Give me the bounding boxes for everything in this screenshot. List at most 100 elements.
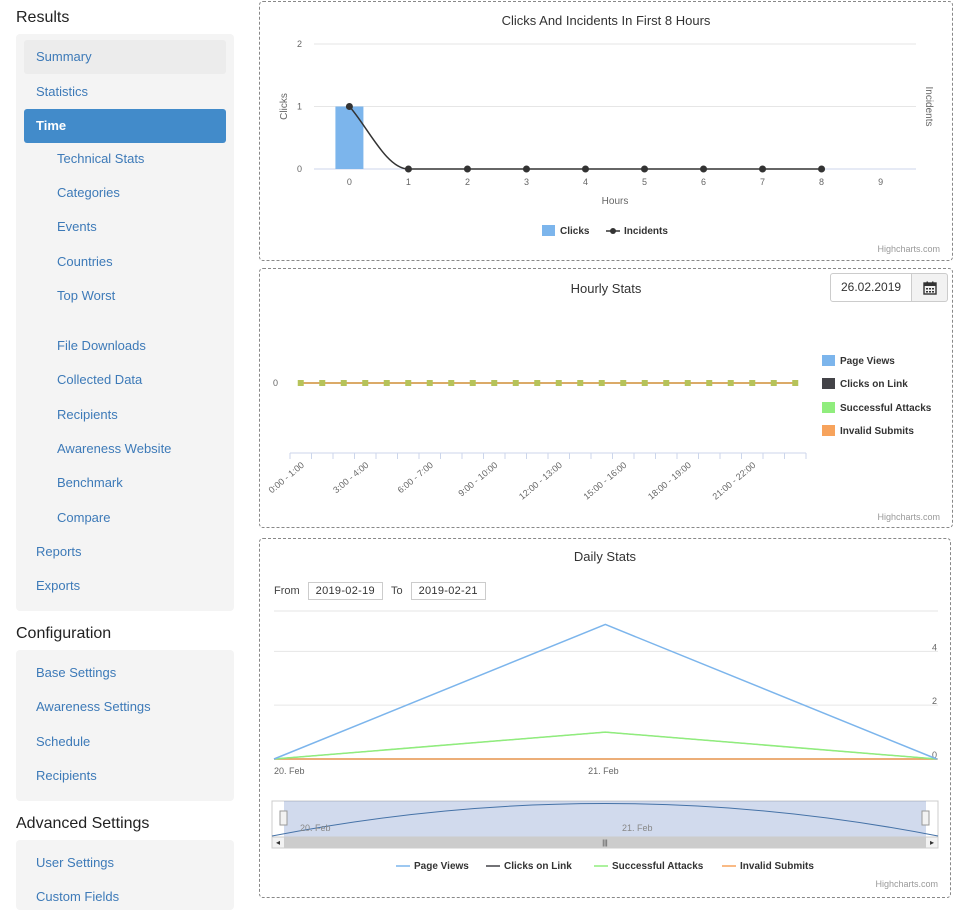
sidebar-item-top-worst[interactable]: Top Worst bbox=[57, 288, 116, 303]
x-tick-label: 21. Feb bbox=[588, 766, 619, 776]
advanced-menu: User Settings Custom Fields bbox=[16, 840, 234, 910]
navigator-frame bbox=[271, 800, 939, 838]
navigator-selection bbox=[284, 801, 926, 837]
series-line bbox=[273, 623, 937, 760]
data-point bbox=[469, 380, 476, 386]
sidebar-item-file-downloads[interactable]: File Downloads bbox=[57, 338, 146, 353]
sidebar-item-compare[interactable]: Compare bbox=[57, 510, 111, 525]
highcharts-credits[interactable]: Highcharts.com bbox=[877, 244, 940, 254]
sidebar-item-awareness-website[interactable]: Awareness Website bbox=[57, 441, 172, 456]
data-point bbox=[362, 380, 369, 386]
date-input[interactable]: 26.02.2019 bbox=[830, 273, 912, 302]
navigator: 20. Feb 21. Feb ||| ◂ ▸ bbox=[271, 800, 939, 849]
from-date-input[interactable]: 2019-02-19 bbox=[307, 582, 383, 600]
sidebar-item-categories[interactable]: Categories bbox=[57, 185, 120, 200]
x-tick-label: 5 bbox=[642, 177, 647, 187]
x-tick-label: 6 bbox=[701, 177, 706, 187]
navigator-scrollbar-thumb bbox=[284, 837, 926, 848]
legend-label: Invalid Submits bbox=[840, 426, 914, 437]
sidebar-item-awareness-settings[interactable]: Awareness Settings bbox=[36, 699, 151, 715]
sidebar-item-exports[interactable]: Exports bbox=[36, 578, 81, 593]
data-point bbox=[663, 380, 670, 386]
x-tick-label: 7 bbox=[760, 177, 765, 187]
chart-title: Daily Stats bbox=[573, 549, 637, 564]
legend-label: Invalid Submits bbox=[740, 861, 814, 872]
legend-label-incidents: Incidents bbox=[624, 226, 668, 237]
x-tick-label: 0 bbox=[347, 177, 352, 187]
scroll-right-arrow: ▸ bbox=[930, 838, 934, 847]
legend-label: Page Views bbox=[840, 356, 895, 367]
y-axis-label: Clicks bbox=[279, 93, 290, 120]
y-tick-label: 0 bbox=[932, 750, 937, 760]
sidebar-item-time[interactable]: Time bbox=[24, 109, 226, 143]
sidebar-item-benchmark[interactable]: Benchmark bbox=[57, 475, 123, 490]
navigator-handle-right bbox=[921, 810, 930, 826]
sidebar-item-recipients[interactable]: Recipients bbox=[57, 407, 118, 422]
scroll-left-arrow: ◂ bbox=[276, 838, 280, 847]
y-axis-right-label: Incidents bbox=[923, 86, 934, 126]
x-tick-label: 8 bbox=[819, 177, 824, 187]
highcharts-credits[interactable]: Highcharts.com bbox=[877, 512, 940, 522]
sidebar-item-base-settings[interactable]: Base Settings bbox=[36, 665, 117, 680]
sidebar-item-summary[interactable]: Summary bbox=[24, 40, 226, 74]
y-tick-label: 1 bbox=[297, 102, 302, 112]
calendar-button[interactable] bbox=[912, 273, 948, 302]
sidebar-item-custom-fields[interactable]: Custom Fields bbox=[36, 889, 120, 904]
incidents-line bbox=[348, 105, 822, 170]
highcharts-credits[interactable]: Highcharts.com bbox=[875, 879, 938, 889]
incident-point bbox=[522, 165, 530, 173]
chart-title: Clicks And Incidents In First 8 Hours bbox=[501, 13, 711, 28]
clicks-incidents-chart-panel: Clicks And Incidents In First 8 Hours 0 1… bbox=[259, 1, 953, 261]
date-picker: 26.02.2019 bbox=[830, 273, 948, 302]
daily-stats-chart: 0 2 4 20. Feb 21. Feb 20. Feb 21. Feb ||| ◂ ▸ Page… bbox=[271, 610, 939, 872]
legend-label: Page Views bbox=[414, 861, 469, 872]
x-tick-label: 12:00 - 13:00 bbox=[517, 460, 564, 502]
legend: Page Views Clicks on Link Successful Attac… bbox=[822, 355, 932, 437]
y-tick-label: 0 bbox=[273, 378, 278, 388]
data-point bbox=[340, 380, 347, 386]
incident-point bbox=[759, 165, 767, 173]
x-tick-label: 18:00 - 19:00 bbox=[646, 460, 693, 502]
x-tick-label: 21:00 - 22:00 bbox=[710, 460, 757, 502]
y-tick-label: 2 bbox=[297, 39, 302, 49]
incident-point bbox=[818, 165, 826, 173]
x-tick-label: 2 bbox=[465, 177, 470, 187]
x-axis-label: Hours bbox=[602, 196, 629, 207]
sidebar-item-recipients[interactable]: Recipients bbox=[36, 767, 97, 783]
y-tick-label: 2 bbox=[932, 696, 937, 706]
sidebar-item-technical-stats[interactable]: Technical Stats bbox=[57, 151, 145, 166]
sidebar-item-user-settings[interactable]: User Settings bbox=[36, 855, 115, 870]
data-point bbox=[319, 380, 326, 386]
navigator-label: 20. Feb bbox=[300, 823, 331, 833]
data-point bbox=[727, 380, 734, 386]
incident-point bbox=[463, 165, 471, 173]
data-point bbox=[297, 380, 304, 386]
x-tick-label: 4 bbox=[583, 177, 588, 187]
chart-title: Hourly Stats bbox=[570, 281, 642, 296]
legend-label-clicks: Clicks bbox=[560, 226, 590, 237]
sidebar-item-events[interactable]: Events bbox=[57, 219, 97, 234]
sidebar-item-statistics[interactable]: Statistics bbox=[36, 84, 89, 99]
legend: Page Views Clicks on Link Successful Attac… bbox=[396, 861, 814, 872]
results-section-title: Results bbox=[16, 9, 70, 26]
incident-point bbox=[404, 165, 412, 173]
data-point bbox=[405, 380, 412, 386]
data-point bbox=[770, 380, 777, 386]
y-tick-label: 0 bbox=[297, 164, 302, 174]
sidebar-item-collected-data[interactable]: Collected Data bbox=[57, 372, 143, 387]
hourly-stats-chart: 0 0:00 - 1:00 3:00 - 4:00 6:00 - 7:00 9:00 -… bbox=[267, 355, 932, 502]
data-point bbox=[534, 380, 541, 386]
x-tick-label: 20. Feb bbox=[274, 766, 305, 776]
x-tick-label: 3:00 - 4:00 bbox=[331, 460, 370, 495]
legend-swatch bbox=[822, 402, 835, 413]
data-point bbox=[491, 380, 498, 386]
sidebar-item-reports[interactable]: Reports bbox=[36, 544, 82, 559]
sidebar-item-countries[interactable]: Countries bbox=[57, 254, 113, 269]
sidebar-item-schedule[interactable]: Schedule bbox=[36, 733, 91, 749]
data-point bbox=[749, 380, 756, 386]
data-point bbox=[577, 380, 584, 386]
to-date-input[interactable]: 2019-02-21 bbox=[410, 582, 486, 600]
x-tick-label: 9:00 - 10:00 bbox=[456, 460, 499, 499]
incident-point bbox=[581, 165, 589, 173]
data-point bbox=[448, 380, 455, 386]
